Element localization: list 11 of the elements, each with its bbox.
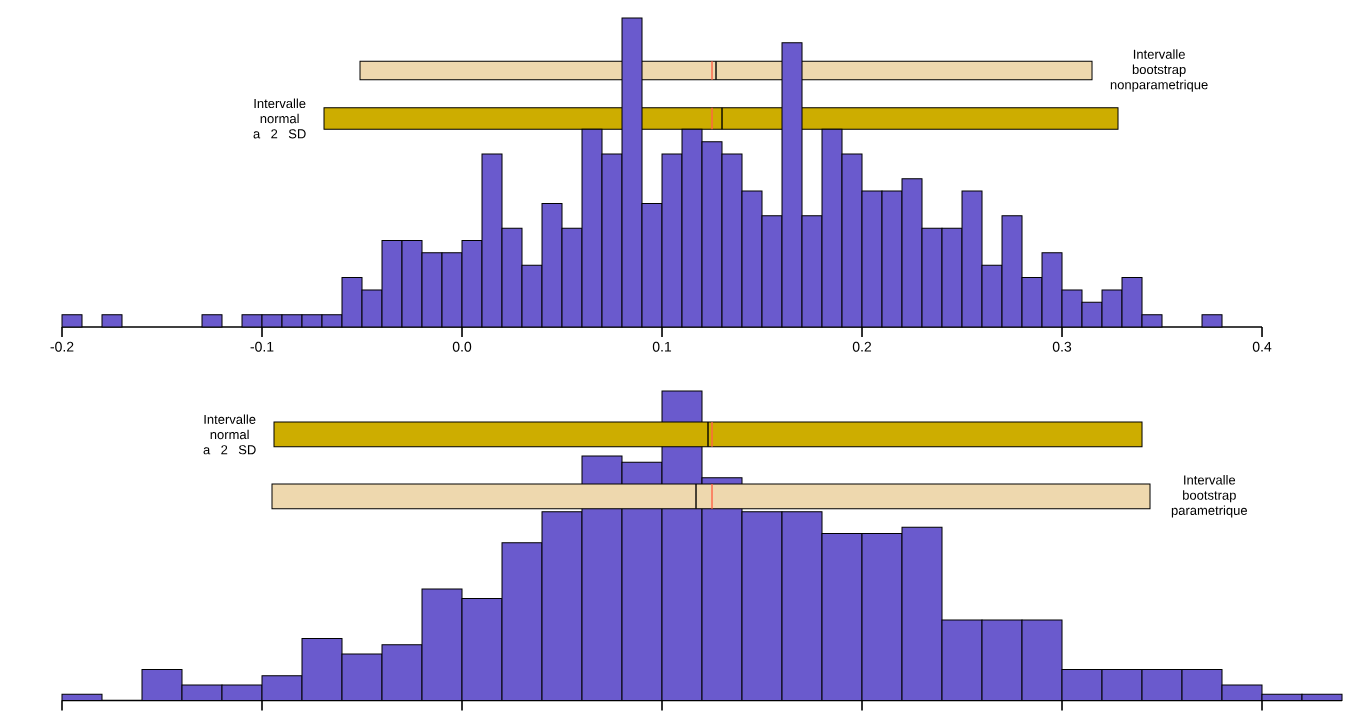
band-label: Intervalle bootstrap nonparametrique <box>1110 49 1208 92</box>
x-tick-label: 0.0 <box>452 341 472 352</box>
band-label: Intervalle normal a 2 SD <box>253 98 306 139</box>
band-label: Intervalle normal a 2 SD <box>203 414 256 455</box>
x-tick-label: 0.2 <box>852 341 872 352</box>
x-tick-label: -0.1 <box>250 341 274 352</box>
x-tick-label: 0.4 <box>1252 341 1272 352</box>
x-tick-label: -0.2 <box>50 341 74 352</box>
x-tick-label: 0.3 <box>1052 341 1072 352</box>
band-label: Intervalle bootstrap parametrique <box>1171 475 1248 518</box>
x-tick-label: 0.1 <box>652 341 672 352</box>
